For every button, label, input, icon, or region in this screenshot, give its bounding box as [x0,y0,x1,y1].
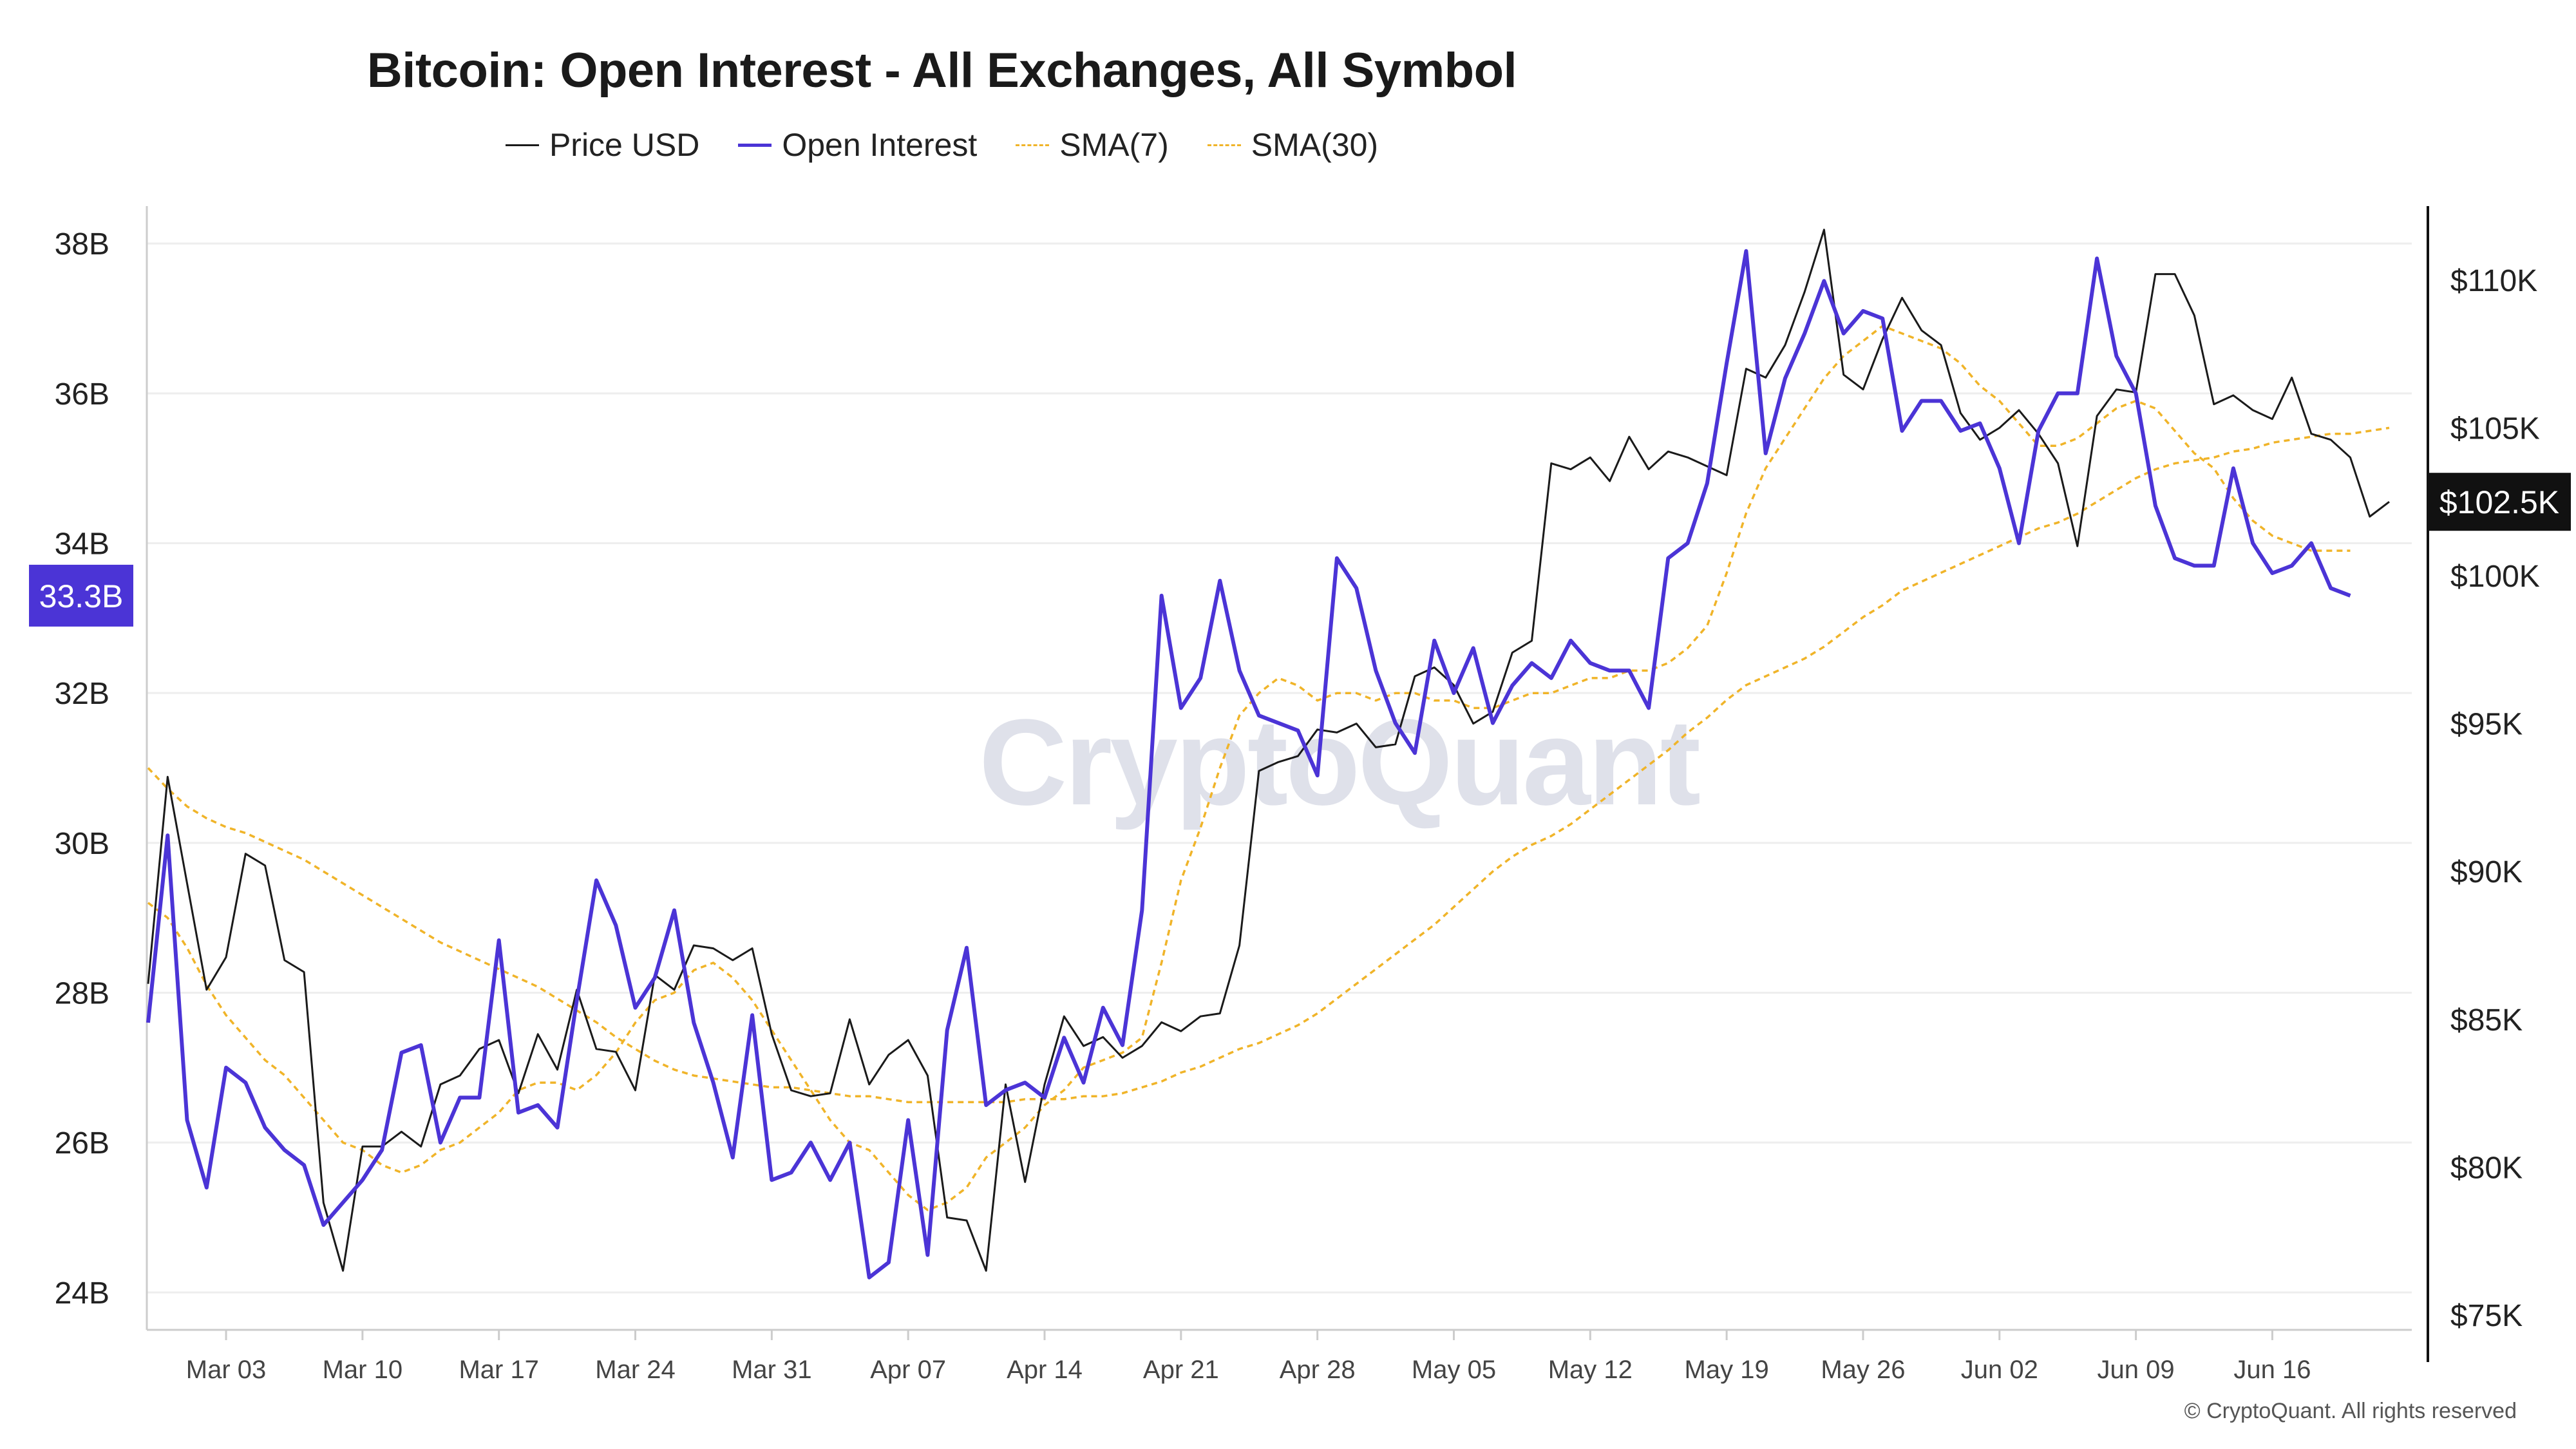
right-tick-label: $110K [2450,264,2537,298]
x-tick-label: May 12 [1548,1356,1633,1384]
x-tick-label: May 05 [1412,1356,1496,1384]
x-tick-label: Mar 31 [732,1356,812,1384]
right-tick-label: $95K [2450,708,2523,742]
legend-swatch-sma7 [1016,144,1050,146]
current-oi-label: 33.3B [39,578,124,614]
sma7-line[interactable] [147,325,2351,1211]
left-tick-label: 30B [55,827,109,861]
left-tick-label: 38B [55,227,109,261]
x-tick-label: Mar 24 [595,1356,676,1384]
legend-label-price: Price USD [549,127,700,163]
grid-layer [147,242,2412,1294]
legend-swatch-open-interest [738,143,772,147]
x-tick-label: May 26 [1821,1356,1905,1384]
open-interest-line[interactable] [146,249,2351,1280]
x-tick-label: May 19 [1685,1356,1769,1384]
x-tick-label: Apr 14 [1007,1356,1083,1384]
right-tick-label: $90K [2450,855,2523,889]
watermark: CryptoQuant [979,694,1701,831]
legend-label-sma7: SMA(7) [1059,127,1169,163]
legend-label-open-interest: Open Interest [782,127,978,163]
x-tick-label: Apr 28 [1280,1356,1356,1384]
right-tick-label: $105K [2450,412,2540,446]
current-price-label: $102.5K [2439,484,2559,520]
x-tick-label: Mar 17 [459,1356,539,1384]
right-tick-label: $80K [2450,1151,2523,1185]
legend-swatch-price [505,144,539,146]
current-oi-badge [29,564,133,627]
left-tick-label: 26B [55,1126,109,1160]
legend-item-price[interactable]: Price USD [505,126,700,164]
right-tick-label: $85K [2450,1003,2523,1037]
left-tick-label: 36B [55,377,109,412]
legend-swatch-sma30 [1207,144,1241,146]
right-tick-label: $75K [2450,1299,2523,1333]
price-line[interactable] [147,229,2390,1272]
axes-layer [146,206,2429,1362]
x-tick-label: Jun 16 [2233,1356,2311,1384]
series-layer [146,229,2390,1280]
sma30-line[interactable] [147,426,2390,1104]
copyright-text: © CryptoQuant. All rights reserved [2184,1399,2517,1423]
current-price-badge [2428,473,2571,531]
labels-layer: 24B 26B 28B 30B 32B 34B 36B 38B $75K $80K $85K $90K… [29,227,2571,1384]
right-tick-label: $100K [2450,560,2540,594]
chart-title: Bitcoin: Open Interest - All Exchanges, … [366,43,1517,98]
x-tick-label: Apr 07 [870,1356,946,1384]
left-tick-label: 32B [55,677,109,711]
x-tick-label: Jun 09 [2098,1356,2175,1384]
left-tick-label: 34B [55,527,109,562]
left-tick-label: 24B [55,1276,109,1311]
x-tick-label: Mar 10 [323,1356,403,1384]
legend-item-sma7[interactable]: SMA(7) [1016,126,1169,164]
x-tick-label: Mar 03 [186,1356,267,1384]
legend-item-sma30[interactable]: SMA(30) [1207,126,1379,164]
legend-item-open-interest[interactable]: Open Interest [738,126,977,164]
left-tick-label: 28B [55,977,109,1011]
legend-label-sma30: SMA(30) [1251,127,1379,163]
legend: Price USD Open Interest SMA(7) SMA(30) [0,126,1884,164]
x-tick-label: Apr 21 [1143,1356,1219,1384]
x-tick-label: Jun 02 [1961,1356,2038,1384]
